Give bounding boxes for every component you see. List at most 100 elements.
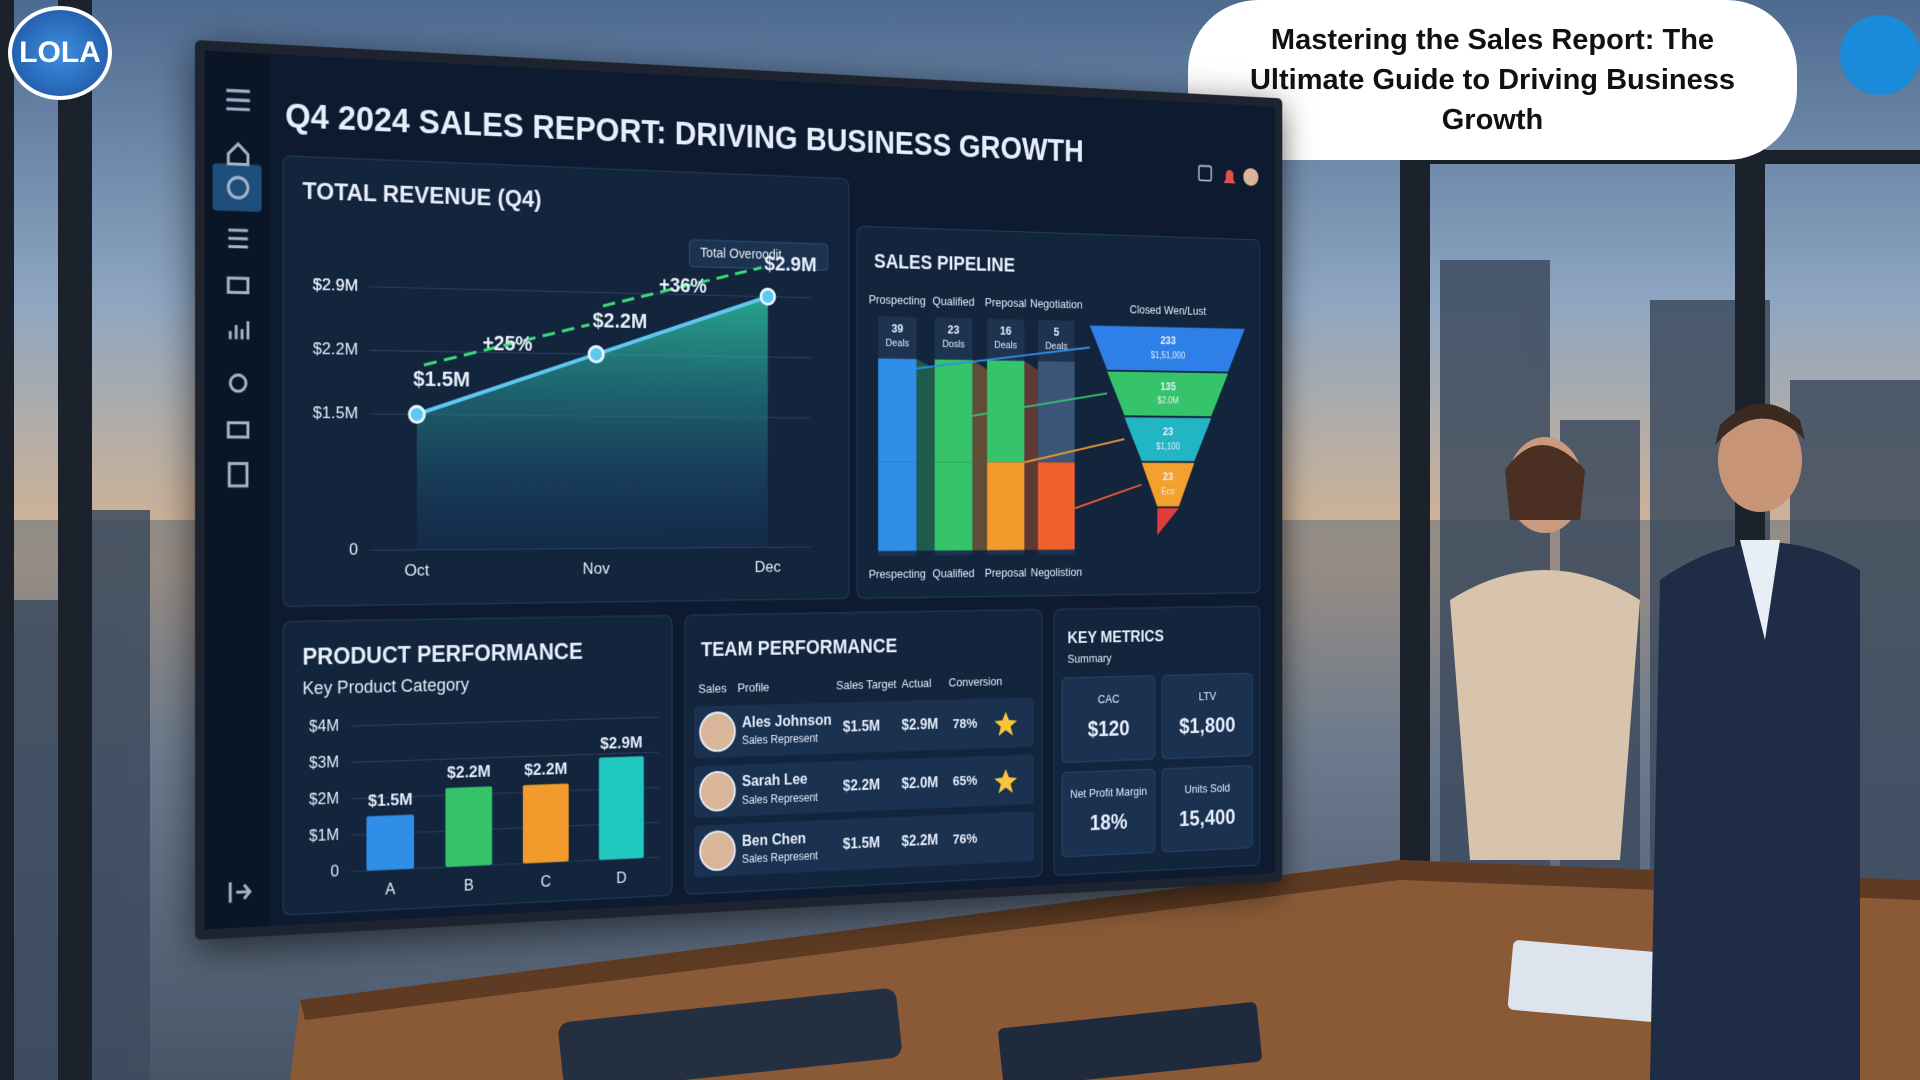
data-point[interactable]	[761, 289, 775, 305]
actual-sales: $2.0M	[902, 774, 939, 792]
panel-title: KEY METRICS	[1068, 627, 1164, 647]
funnel-amount: $2.0M	[1157, 396, 1179, 406]
revenue-area	[416, 287, 768, 550]
y-tick-label: $2.9M	[313, 274, 358, 295]
dashboard: Q4 2024 SALES REPORT: DRIVING BUSINESS G…	[204, 50, 1276, 930]
stage-footer: Prespecting	[869, 566, 926, 581]
stage-footer: Preposal	[985, 565, 1027, 579]
panel	[685, 610, 1042, 895]
data-label: $2.9M	[764, 251, 816, 276]
panel-subtitle: Key Product Category	[302, 675, 470, 699]
banner-title: Mastering the Sales Report: The Ultimate…	[1188, 0, 1797, 160]
growth-annotation: +36%	[659, 274, 707, 297]
stage-bar-bottom	[878, 461, 917, 552]
panel	[857, 226, 1260, 598]
panel-subtitle: Summary	[1068, 651, 1112, 666]
column-header: Conversion	[949, 674, 1003, 689]
tablet	[558, 988, 902, 1080]
x-tick-label: C	[541, 872, 552, 890]
stage-bar-top	[1037, 361, 1075, 463]
monitor: Q4 2024 SALES REPORT: DRIVING BUSINESS G…	[195, 40, 1283, 940]
data-label: $2.2M	[593, 307, 648, 332]
panel-title: TEAM PERFORMANCE	[701, 635, 897, 661]
bar[interactable]	[598, 756, 644, 861]
data-point[interactable]	[589, 346, 603, 362]
deal-count: 23	[948, 322, 960, 336]
metric-value: 15,400	[1179, 805, 1235, 832]
sales-target: $2.2M	[843, 776, 880, 794]
column-header: Sales Target	[836, 677, 897, 693]
funnel-count: 233	[1160, 335, 1176, 348]
x-tick-label: Dec	[755, 557, 781, 576]
y-tick-label: 0	[330, 862, 339, 880]
filter-dropdown[interactable]	[690, 240, 828, 271]
y-tick-label: $4M	[309, 717, 339, 736]
member-role: Sales Represent	[742, 732, 819, 748]
funnel-amount: $1,100	[1156, 442, 1180, 452]
stage-header: Prospecting	[869, 292, 926, 307]
metric-label: Units Sold	[1185, 781, 1230, 796]
funnel-amount: $1,51,000	[1151, 351, 1186, 361]
stage-flow	[972, 360, 988, 551]
y-tick-label: $2.9M	[313, 274, 358, 295]
column-header: Sales	[698, 681, 727, 696]
x-tick-label: A	[385, 880, 395, 898]
stage-flow	[1024, 360, 1038, 550]
deal-label: Deals	[1045, 341, 1068, 352]
metric-value: 18%	[1090, 810, 1128, 836]
data-label: $1.5M	[368, 789, 413, 811]
funnel-count: 23	[1163, 425, 1174, 438]
data-label: $1.5M	[413, 366, 470, 391]
bar[interactable]	[445, 786, 493, 868]
stage-bar-top	[987, 360, 1025, 463]
man	[1650, 403, 1860, 1080]
stage-bar-top	[934, 359, 973, 463]
panel-title: SALES PIPELINE	[874, 251, 1015, 276]
actual-sales: $2.9M	[902, 716, 939, 734]
stage-bar-top	[878, 358, 917, 462]
stage-header: Qualified	[932, 294, 974, 309]
sidebar	[204, 50, 270, 930]
data-label: $2.2M	[524, 759, 567, 780]
data-label: $2.2M	[447, 761, 491, 782]
stage-flow	[916, 359, 935, 551]
member-role: Sales Represent	[742, 790, 819, 806]
deal-label: Deals	[994, 340, 1017, 351]
funnel-amount: Eco	[1161, 487, 1175, 497]
avatar	[700, 771, 735, 811]
stage-footer: Negolistion	[1031, 565, 1082, 579]
data-point[interactable]	[409, 406, 424, 422]
data-label: $2.9M	[600, 732, 642, 753]
bar[interactable]	[522, 783, 569, 864]
metric-value: $120	[1088, 716, 1130, 742]
funnel-tier	[1089, 325, 1245, 372]
column-header: Actual	[902, 676, 932, 691]
woman	[1450, 437, 1640, 860]
brand-logo	[1840, 15, 1920, 95]
column-header: Profile	[738, 680, 770, 695]
y-tick-label: $1.5M	[313, 402, 358, 422]
y-tick-label: $2M	[309, 790, 339, 809]
panel-title: PRODUCT PERFORMANCE	[302, 639, 582, 670]
logo: LOLA	[8, 6, 112, 100]
conversion: 78%	[953, 715, 978, 731]
conversion: 76%	[953, 830, 978, 847]
bar[interactable]	[366, 814, 415, 871]
notebook	[998, 1002, 1262, 1080]
stage-footer: Qualified	[932, 566, 974, 580]
funnel-header: Closed Wen/Lust	[1130, 302, 1207, 317]
sidebar-active	[212, 163, 262, 212]
stage-bar-bottom	[987, 462, 1025, 551]
funnel-count: 23	[1163, 470, 1174, 483]
member-name: Ben Chen	[742, 830, 806, 850]
x-tick-label: Oct	[404, 560, 429, 580]
deal-count: 5	[1053, 324, 1059, 338]
metric-label: LTV	[1199, 689, 1217, 703]
y-tick-label: $3M	[309, 753, 339, 772]
conversion: 65%	[953, 773, 978, 790]
y-tick-label: $2.2M	[313, 338, 358, 359]
sales-target: $1.5M	[843, 718, 880, 736]
member-name: Sarah Lee	[742, 771, 808, 790]
